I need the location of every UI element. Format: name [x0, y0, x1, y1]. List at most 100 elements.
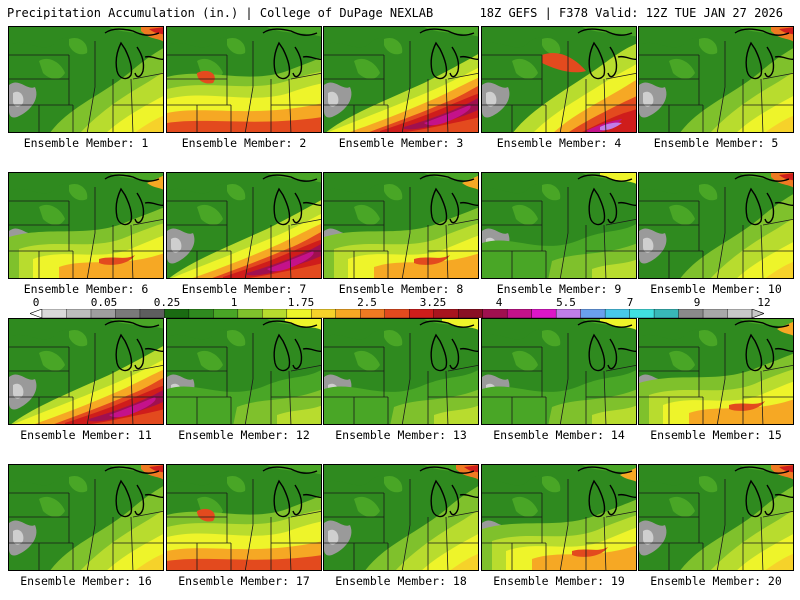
- colorbar-swatch: [409, 309, 435, 318]
- colorbar-swatch: [286, 309, 312, 318]
- colorbar-swatch: [384, 309, 410, 318]
- ensemble-panel: Ensemble Member: 7: [166, 172, 322, 305]
- ensemble-member-label: Ensemble Member: 15: [650, 428, 782, 442]
- ensemble-panel: Ensemble Member: 18: [323, 464, 479, 597]
- precip-map: [323, 172, 479, 279]
- ensemble-panel: Ensemble Member: 19: [481, 464, 637, 597]
- precip-map-graphic: [639, 465, 793, 570]
- ensemble-panel: Ensemble Member: 9: [481, 172, 637, 305]
- precip-map-graphic: [482, 465, 636, 570]
- ensemble-member-label: Ensemble Member: 11: [20, 428, 152, 442]
- ensemble-member-label: Ensemble Member: 13: [335, 428, 467, 442]
- precip-map: [481, 26, 637, 133]
- colorbar-swatch: [262, 309, 288, 318]
- precip-map: [8, 464, 164, 571]
- colorbar-tick-label: 5.5: [556, 296, 576, 309]
- colorbar-swatch: [335, 309, 361, 318]
- colorbar-swatch: [604, 309, 631, 318]
- precip-map-graphic: [167, 465, 321, 570]
- ensemble-member-label: Ensemble Member: 20: [650, 574, 782, 588]
- colorbar-legend: 0 0.05 0.25 1 1.75 2.5 3.25 4 5.5 7 9 12: [0, 296, 800, 320]
- colorbar-swatch: [237, 309, 263, 318]
- precip-map-graphic: [639, 173, 793, 278]
- ensemble-member-label: Ensemble Member: 19: [493, 574, 625, 588]
- precip-map: [323, 26, 479, 133]
- ensemble-panel: Ensemble Member: 4: [481, 26, 637, 159]
- precip-map-graphic: [639, 27, 793, 132]
- colorbar-tick-label: 0.25: [153, 296, 181, 309]
- precip-map: [8, 172, 164, 279]
- colorbar-swatch: [506, 309, 533, 318]
- precip-map-graphic: [167, 27, 321, 132]
- ensemble-member-label: Ensemble Member: 16: [20, 574, 152, 588]
- figure-title: Precipitation Accumulation (in.) | Colle…: [7, 6, 434, 20]
- precip-map: [166, 464, 322, 571]
- ensemble-panel: Ensemble Member: 20: [638, 464, 794, 597]
- precip-map-graphic: [324, 319, 478, 424]
- precip-map: [8, 318, 164, 425]
- precip-map: [638, 464, 794, 571]
- ensemble-member-label: Ensemble Member: 7: [181, 282, 307, 296]
- colorbar-swatch: [433, 309, 459, 318]
- precip-map-graphic: [9, 27, 163, 132]
- colorbar-swatch: [139, 309, 165, 318]
- precip-map: [323, 318, 479, 425]
- colorbar-swatch: [629, 309, 655, 318]
- ensemble-panel: Ensemble Member: 13: [323, 318, 479, 451]
- colorbar-swatch: [41, 309, 67, 318]
- ensemble-panel: Ensemble Member: 17: [166, 464, 322, 597]
- colorbar-swatch: [555, 309, 582, 318]
- colorbar-tick-label: 1: [230, 296, 238, 309]
- ensemble-member-label: Ensemble Member: 3: [338, 136, 464, 150]
- colorbar-tick-label: 1.75: [287, 296, 315, 309]
- precip-map: [323, 464, 479, 571]
- colorbar-swatch: [458, 309, 484, 318]
- colorbar-swatch: [482, 309, 508, 318]
- precip-map: [638, 26, 794, 133]
- ensemble-panel: Ensemble Member: 2: [166, 26, 322, 159]
- precip-map: [481, 172, 637, 279]
- ensemble-panel: Ensemble Member: 14: [481, 318, 637, 451]
- precip-map-graphic: [482, 173, 636, 278]
- colorbar-tick-label: 3.25: [419, 296, 447, 309]
- ensemble-panel: Ensemble Member: 16: [8, 464, 164, 597]
- precip-map-graphic: [324, 465, 478, 570]
- precip-map-graphic: [167, 173, 321, 278]
- ensemble-member-label: Ensemble Member: 2: [181, 136, 307, 150]
- colorbar-max-arrow: [751, 309, 764, 318]
- precip-map: [166, 172, 322, 279]
- ensemble-panel: Ensemble Member: 12: [166, 318, 322, 451]
- precip-map: [638, 172, 794, 279]
- precip-map-graphic: [639, 319, 793, 424]
- colorbar-swatch: [702, 309, 729, 318]
- ensemble-member-label: Ensemble Member: 17: [178, 574, 310, 588]
- colorbar-swatch: [164, 309, 190, 318]
- colorbar-tick-label: 7: [626, 296, 634, 309]
- colorbar-swatch: [580, 309, 606, 318]
- colorbar-strip: [30, 309, 764, 318]
- colorbar-tick-label: 9: [693, 296, 701, 309]
- ensemble-member-label: Ensemble Member: 10: [650, 282, 782, 296]
- precip-map-graphic: [482, 27, 636, 132]
- colorbar-tick-label: 2.5: [357, 296, 377, 309]
- ensemble-member-label: Ensemble Member: 4: [496, 136, 622, 150]
- precip-map: [481, 318, 637, 425]
- colorbar-swatch: [727, 309, 753, 318]
- precip-map-graphic: [9, 173, 163, 278]
- precip-map-graphic: [482, 319, 636, 424]
- ensemble-panel: Ensemble Member: 6: [8, 172, 164, 305]
- colorbar-swatch: [653, 309, 680, 318]
- colorbar-swatch: [360, 309, 386, 318]
- colorbar-min-arrow: [30, 309, 43, 318]
- precip-map-graphic: [9, 319, 163, 424]
- colorbar-swatch: [90, 309, 116, 318]
- colorbar-tick-label: 0.05: [90, 296, 118, 309]
- ensemble-member-label: Ensemble Member: 12: [178, 428, 310, 442]
- header: Precipitation Accumulation (in.) | Colle…: [0, 0, 800, 22]
- ensemble-member-label: Ensemble Member: 6: [23, 282, 149, 296]
- colorbar-swatch: [115, 309, 141, 318]
- colorbar-tick-label: 4: [495, 296, 503, 309]
- precip-map: [481, 464, 637, 571]
- run-valid-time: 18Z GEFS | F378 Valid: 12Z TUE JAN 27 20…: [479, 6, 783, 20]
- ensemble-panel: Ensemble Member: 8: [323, 172, 479, 305]
